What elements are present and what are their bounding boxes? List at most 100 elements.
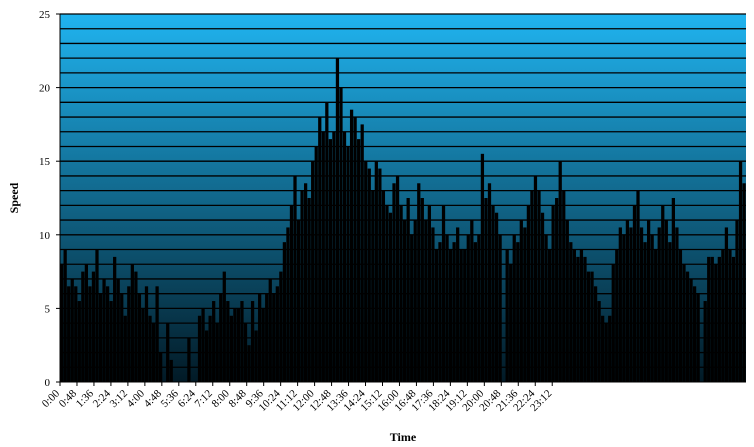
bar (544, 234, 548, 382)
y-tick-label: 5 (45, 303, 51, 315)
bar (689, 278, 693, 382)
bar (678, 249, 683, 382)
bar (272, 293, 276, 382)
bar (286, 227, 290, 382)
bar (123, 315, 127, 382)
bar (378, 168, 382, 382)
x-tick-labels: 0:000:481:362:243:124:004:485:366:247:12… (40, 387, 555, 414)
bar (151, 323, 156, 382)
bar (67, 286, 71, 382)
y-axis-title: Speed (7, 182, 21, 213)
bar (403, 220, 407, 382)
bar (724, 227, 729, 382)
bar (169, 359, 173, 382)
bar (268, 278, 272, 382)
bar (445, 234, 449, 382)
bar (650, 234, 654, 382)
bar (371, 190, 375, 382)
bar (346, 146, 350, 382)
bar (456, 227, 460, 382)
bar (215, 323, 219, 382)
bar (144, 286, 149, 382)
bar (586, 271, 591, 382)
bar (555, 198, 559, 382)
bar (420, 198, 424, 382)
bar (335, 58, 340, 382)
bar (339, 87, 343, 382)
bar (399, 205, 403, 382)
bar (664, 220, 668, 382)
bar (314, 146, 318, 382)
bar (226, 301, 230, 382)
bar (438, 242, 442, 382)
y-tick-label: 10 (39, 230, 51, 242)
bar (406, 198, 410, 382)
bar (201, 308, 205, 382)
bar (533, 175, 538, 382)
bar (388, 212, 393, 382)
bar (367, 168, 371, 382)
y-tick-label: 20 (39, 83, 51, 95)
bar (692, 286, 697, 382)
bar (342, 131, 347, 382)
bar (222, 271, 226, 382)
bar (197, 315, 202, 382)
bar (473, 242, 477, 382)
bar (717, 256, 721, 382)
bar (208, 315, 212, 382)
bar (728, 249, 732, 382)
bar (250, 301, 255, 382)
y-tick-label: 15 (39, 156, 51, 168)
bar (593, 286, 598, 382)
bar (236, 308, 241, 382)
y-tick-label: 0 (45, 377, 51, 389)
bar (120, 293, 124, 382)
bar (685, 271, 690, 382)
bar (307, 198, 311, 382)
bar (148, 315, 152, 382)
bar (646, 220, 651, 382)
bar (91, 271, 96, 382)
bar (311, 161, 315, 382)
bar (233, 308, 237, 382)
bar (643, 242, 647, 382)
bar (381, 190, 386, 382)
bar (353, 117, 357, 382)
bar (639, 227, 644, 382)
bar (537, 190, 541, 382)
bar (491, 205, 495, 382)
bar (505, 249, 509, 382)
bar (254, 330, 258, 382)
bar (318, 117, 322, 382)
bar (134, 271, 138, 382)
bar (562, 190, 566, 382)
bar (540, 212, 545, 382)
bar (523, 227, 527, 382)
bar (265, 293, 269, 382)
bar (622, 234, 626, 382)
bar (572, 249, 576, 382)
bar (417, 183, 421, 382)
bar (494, 212, 499, 382)
bar (459, 249, 463, 382)
bar (349, 109, 354, 383)
bar (84, 264, 89, 382)
bar (738, 161, 743, 382)
bar (551, 205, 555, 382)
bar (63, 249, 67, 382)
bar (98, 293, 103, 382)
bar (127, 286, 131, 382)
bar (204, 330, 209, 382)
y-tick-label: 25 (39, 9, 51, 21)
bar (671, 198, 675, 382)
bar (109, 301, 113, 382)
bar (565, 220, 569, 382)
bar (682, 264, 686, 382)
bar (282, 242, 287, 382)
bar (611, 264, 615, 382)
axes (56, 13, 746, 386)
bar (618, 227, 622, 382)
bar (590, 271, 594, 382)
bar (512, 234, 516, 382)
